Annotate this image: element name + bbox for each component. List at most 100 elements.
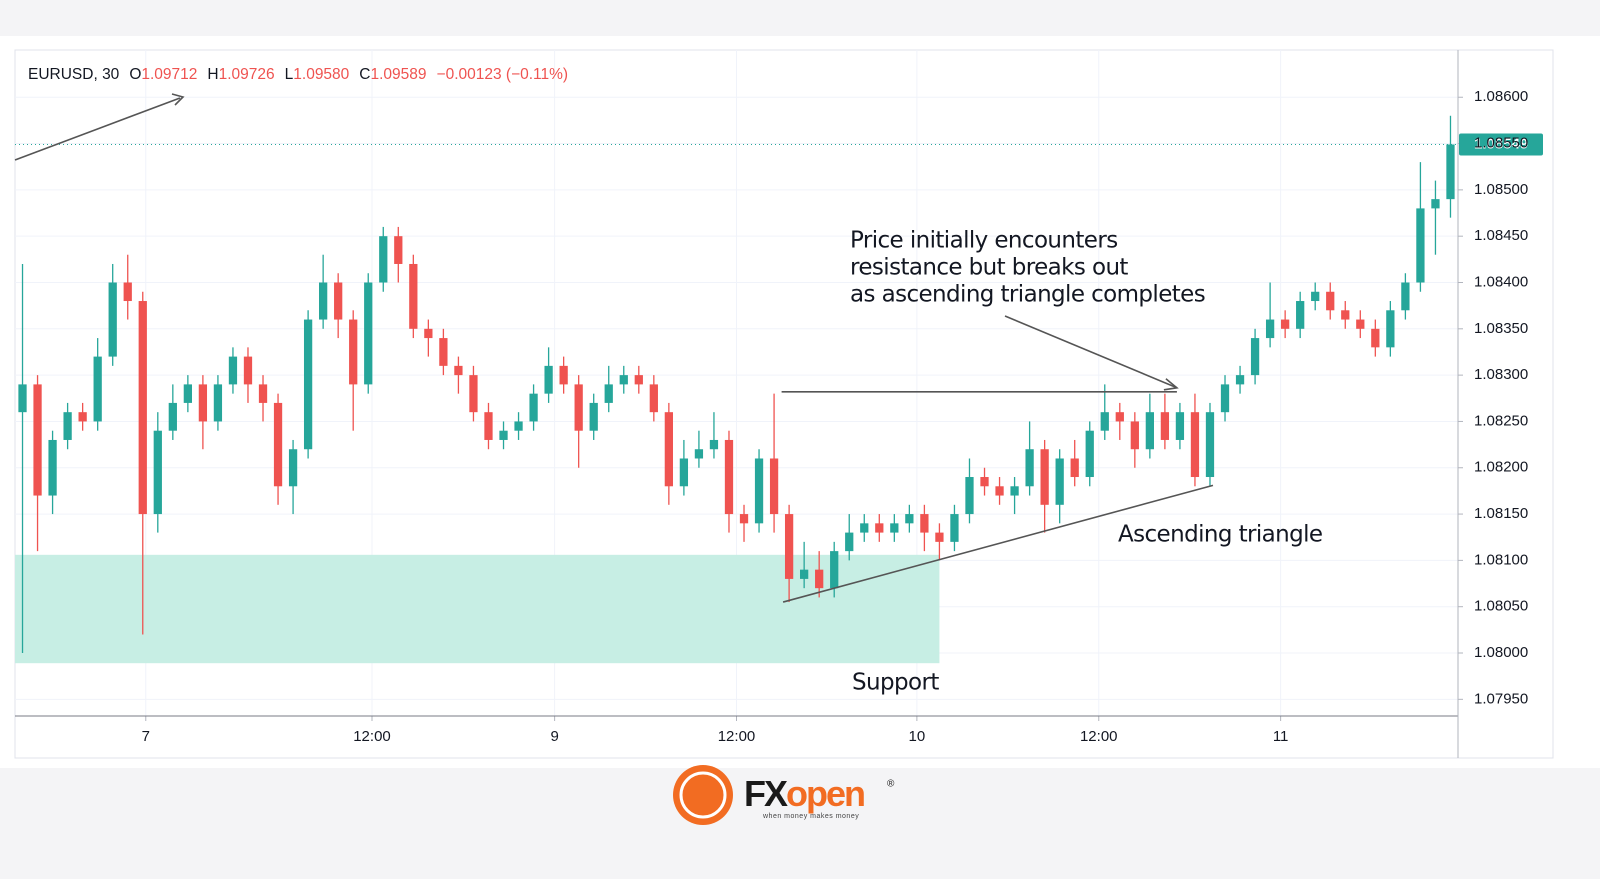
candle-body bbox=[649, 384, 658, 413]
x-tick-label: 12:00 bbox=[353, 728, 391, 745]
logo-ring bbox=[679, 771, 727, 819]
candle-body bbox=[63, 412, 72, 440]
x-tick-label: 12:00 bbox=[718, 728, 756, 745]
symbol: EURUSD, 30 bbox=[28, 66, 120, 83]
candle-body bbox=[1115, 412, 1124, 422]
candle-body bbox=[574, 384, 583, 431]
candle-body bbox=[1446, 144, 1455, 200]
candle-body bbox=[1100, 412, 1109, 431]
candle-body bbox=[769, 458, 779, 515]
candle-body bbox=[1025, 449, 1034, 487]
candle-body bbox=[439, 338, 448, 366]
candle-body bbox=[559, 365, 568, 385]
candle-body bbox=[875, 523, 884, 533]
candle-body bbox=[258, 384, 268, 403]
legend-values: O1.09712 H1.09726 L1.09580 C1.09589 bbox=[129, 66, 426, 83]
candle-body bbox=[454, 365, 463, 376]
candle-body bbox=[980, 477, 989, 487]
candle-body bbox=[1085, 430, 1094, 478]
candle-body bbox=[544, 365, 553, 394]
candle-body bbox=[1040, 449, 1049, 505]
y-tick-label: 1.08050 bbox=[1474, 598, 1528, 615]
candle-body bbox=[1311, 291, 1320, 302]
last-price-box bbox=[1459, 133, 1543, 156]
candle-body bbox=[1220, 384, 1230, 413]
candle-body bbox=[499, 430, 508, 440]
candle-body bbox=[1055, 458, 1064, 505]
candle-body bbox=[724, 439, 734, 515]
legend-key: L bbox=[285, 66, 294, 83]
candle-body bbox=[273, 402, 283, 487]
candle-body bbox=[1175, 412, 1185, 440]
candle-body bbox=[1070, 458, 1079, 478]
y-tick-label: 1.08300 bbox=[1474, 366, 1528, 383]
candles bbox=[18, 115, 1455, 654]
trend-arrow bbox=[14, 97, 181, 161]
candle-body bbox=[18, 384, 27, 413]
candle-body bbox=[694, 449, 704, 459]
annotation-line: Price initially encounters bbox=[850, 228, 1118, 254]
candle-body bbox=[424, 328, 433, 339]
candle-body bbox=[288, 449, 298, 487]
candle-body bbox=[123, 282, 132, 302]
trend-arrow-head bbox=[171, 93, 185, 106]
candle-body bbox=[965, 477, 974, 515]
candle-body bbox=[1010, 486, 1019, 496]
candle-body bbox=[1326, 291, 1335, 311]
candle-body bbox=[93, 356, 102, 422]
candle-body bbox=[33, 384, 42, 496]
legend-value: 1.09580 bbox=[293, 66, 349, 83]
y-tick-label: 1.08150 bbox=[1474, 505, 1528, 522]
candle-body bbox=[138, 301, 147, 515]
legend-key: H bbox=[207, 66, 218, 83]
candle-body bbox=[935, 532, 944, 542]
y-tick-label: 1.08100 bbox=[1474, 551, 1528, 568]
y-tick-label: 1.08500 bbox=[1474, 181, 1528, 198]
legend-value: 1.09589 bbox=[371, 66, 427, 83]
annotation-line: as ascending triangle completes bbox=[850, 282, 1205, 308]
candle-body bbox=[78, 412, 87, 422]
candle-body bbox=[739, 514, 749, 524]
brand-mark: ® bbox=[887, 779, 895, 790]
support-label: Support bbox=[852, 670, 939, 696]
candle-body bbox=[589, 402, 598, 431]
x-tick-label: 12:00 bbox=[1080, 728, 1118, 745]
candle-body bbox=[1431, 199, 1440, 209]
y-tick-label: 1.08600 bbox=[1474, 88, 1528, 105]
y-tick-label: 1.08550 bbox=[1474, 135, 1528, 152]
overlay: Support Ascending triangle Price initially… bbox=[15, 133, 1543, 696]
candle-body bbox=[1296, 301, 1305, 329]
y-tick-label: 1.08450 bbox=[1474, 227, 1528, 244]
candle-body bbox=[1190, 412, 1200, 478]
candle-body bbox=[1250, 338, 1260, 376]
candle-body bbox=[1205, 412, 1215, 478]
candle-body bbox=[319, 282, 328, 320]
brand-open: open bbox=[786, 773, 864, 814]
candle-body bbox=[634, 375, 643, 385]
legend-key: O bbox=[129, 66, 141, 83]
candle-body bbox=[1281, 319, 1290, 329]
y-tick-label: 1.08400 bbox=[1474, 273, 1528, 290]
candle-body bbox=[890, 523, 899, 533]
brand-name: FXopen bbox=[744, 773, 864, 814]
candle-body bbox=[1416, 208, 1425, 283]
candle-body bbox=[198, 384, 208, 422]
candle-body bbox=[1145, 412, 1154, 450]
candle-body bbox=[1341, 310, 1350, 320]
annotation-arrow bbox=[1004, 315, 1178, 389]
candle-body bbox=[995, 486, 1004, 496]
annotation-arrow-head bbox=[1163, 378, 1179, 391]
candle-body bbox=[920, 514, 929, 533]
y-tick-label: 1.08350 bbox=[1474, 320, 1528, 337]
candle-body bbox=[484, 412, 493, 440]
annotation-line: resistance but breaks out bbox=[850, 255, 1128, 281]
candle-body bbox=[619, 375, 628, 385]
candle-body bbox=[364, 282, 373, 385]
legend-key: C bbox=[359, 66, 370, 83]
candle-body bbox=[1235, 375, 1245, 385]
legend-value: 1.09712 bbox=[141, 66, 197, 83]
candle-body bbox=[754, 458, 764, 524]
candle-body bbox=[469, 375, 478, 413]
